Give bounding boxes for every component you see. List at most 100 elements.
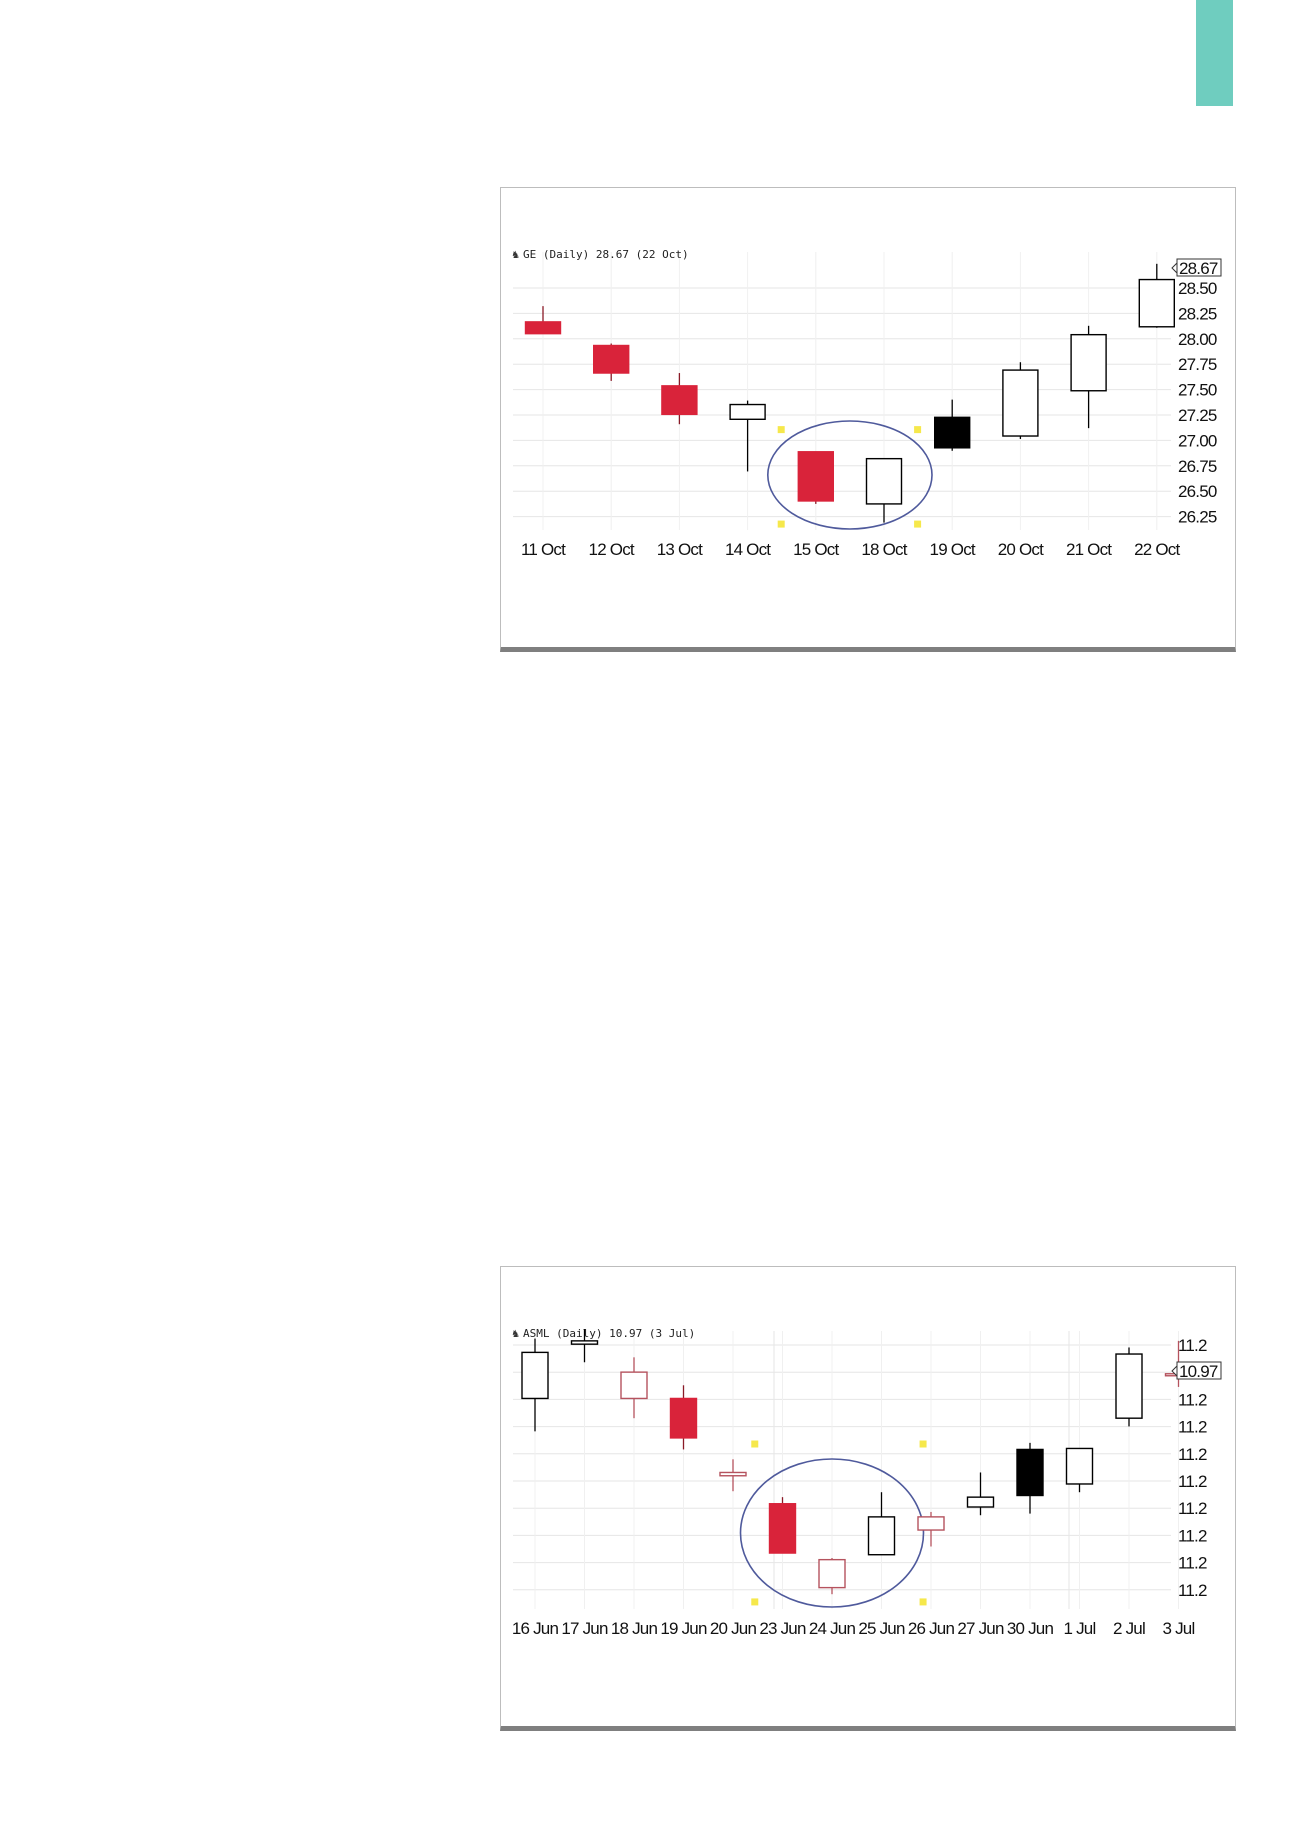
candle-1-jul <box>1065 1447 1094 1493</box>
candle-2-jul <box>1115 1347 1143 1427</box>
signal-marker <box>919 1598 927 1606</box>
x-tick-label: 30 Jun <box>1007 1619 1054 1638</box>
candle-body <box>570 1340 599 1345</box>
asml-candlestick-chart: ♞ ASML (Daily) 10.97 (3 Jul) 11.2 11.2 11.… <box>511 1327 1222 1638</box>
candle-body <box>867 1516 896 1556</box>
x-tick-label: 27 Jun <box>957 1619 1004 1638</box>
x-tick-label: 16 Jun <box>512 1619 559 1638</box>
candle-15-oct <box>797 451 834 504</box>
x-tick-label: 19 Oct <box>930 540 976 559</box>
signal-marker <box>919 1440 927 1448</box>
candle-20-jun <box>719 1459 747 1492</box>
bull-bear-icon: ♞ <box>511 250 520 261</box>
candle-body <box>620 1371 648 1400</box>
y-tick-label: 11.2 <box>1178 1581 1207 1600</box>
y-tick-label: 28.50 <box>1178 279 1217 298</box>
candle-27-jun <box>966 1472 995 1516</box>
candle-22-oct <box>1138 263 1175 328</box>
x-tick-label: 20 Jun <box>710 1619 757 1638</box>
candle-20-oct <box>1002 362 1039 439</box>
signal-marker <box>751 1440 759 1448</box>
candle-body <box>934 416 971 449</box>
ge-candlestick-chart: ♞ GE (Daily) 28.67 (22 Oct) 28.50 28.25 28… <box>511 248 1222 559</box>
x-tick-label: 18 Jun <box>611 1619 658 1638</box>
x-tick-label: 11 Oct <box>521 540 566 559</box>
candle-19-oct <box>934 399 971 451</box>
y-tick-label: 26.75 <box>1178 457 1217 476</box>
x-tick-label: 21 Oct <box>1066 540 1112 559</box>
y-tick-label: 11.2 <box>1178 1445 1207 1464</box>
x-tick-label: 23 Jun <box>759 1619 806 1638</box>
candle-body <box>592 344 630 374</box>
signal-marker <box>777 426 785 434</box>
x-tick-label: 25 Jun <box>858 1619 905 1638</box>
x-tick-label: 17 Jun <box>561 1619 608 1638</box>
y-tick-label: 11.2 <box>1178 1499 1207 1518</box>
candle-16-jun <box>521 1338 549 1432</box>
candle-body <box>1016 1448 1044 1497</box>
y-tick-label: 11.2 <box>1178 1418 1207 1437</box>
candle-24-jun <box>818 1558 846 1595</box>
candle-25-jun <box>867 1492 896 1556</box>
signal-marker <box>777 520 785 528</box>
candle-body <box>1070 333 1107 392</box>
candle-body <box>729 403 766 420</box>
y-tick-label: 28.25 <box>1178 304 1217 323</box>
candle-body <box>1115 1353 1143 1419</box>
x-tick-label: 12 Oct <box>589 540 635 559</box>
candle-body <box>966 1496 995 1508</box>
highlight-ellipse <box>739 1458 925 1608</box>
x-tick-label: 1 Jul <box>1064 1619 1096 1638</box>
y-tick-label: 27.50 <box>1178 381 1217 400</box>
candle-body <box>524 321 562 335</box>
candle-body <box>669 1397 698 1439</box>
candle-11-oct <box>524 306 562 335</box>
candle-body <box>818 1558 846 1589</box>
signal-marker <box>751 1598 759 1606</box>
x-tick-label: 20 Oct <box>998 540 1044 559</box>
candle-30-jun <box>1016 1442 1044 1514</box>
candle-23-jun <box>768 1497 797 1554</box>
candle-18-oct <box>865 457 903 523</box>
x-tick-label: 14 Oct <box>725 540 771 559</box>
candle-18-jun <box>620 1357 648 1419</box>
y-tick-label: 28.00 <box>1178 330 1217 349</box>
candle-12-oct <box>592 343 630 381</box>
last-value-text: 10.97 <box>1179 1362 1218 1381</box>
highlight-ellipse <box>766 420 933 530</box>
x-tick-label: 18 Oct <box>861 540 907 559</box>
last-value-text: 28.67 <box>1179 259 1218 278</box>
signal-marker <box>914 520 922 528</box>
candle-body <box>768 1503 797 1554</box>
signal-marker <box>914 426 922 434</box>
candle-body <box>661 385 698 416</box>
x-tick-label: 19 Jun <box>660 1619 707 1638</box>
y-tick-label: 27.75 <box>1178 355 1217 374</box>
x-tick-label: 24 Jun <box>809 1619 856 1638</box>
last-value-label: 10.97 <box>1171 1361 1222 1381</box>
y-tick-label: 27.25 <box>1178 406 1217 425</box>
asml-chart-title: ASML (Daily) 10.97 (3 Jul) <box>523 1327 695 1340</box>
y-tick-label: 26.25 <box>1178 508 1217 527</box>
candle-body <box>1065 1447 1094 1485</box>
x-tick-label: 22 Oct <box>1134 540 1180 559</box>
candle-body <box>917 1516 945 1531</box>
y-tick-label: 11.2 <box>1178 1526 1207 1545</box>
candle-17-jun <box>570 1329 599 1363</box>
candle-body <box>521 1351 549 1400</box>
y-tick-label: 26.50 <box>1178 482 1217 501</box>
candle-19-jun <box>669 1385 698 1450</box>
y-tick-label: 11.2 <box>1178 1336 1207 1355</box>
x-tick-label: 15 Oct <box>793 540 839 559</box>
last-value-label: 28.67 <box>1171 258 1222 278</box>
y-tick-label: 27.00 <box>1178 431 1217 450</box>
candle-13-oct <box>661 373 698 425</box>
x-tick-label: 3 Jul <box>1163 1619 1195 1638</box>
candle-21-oct <box>1070 325 1107 429</box>
x-tick-label: 26 Jun <box>908 1619 955 1638</box>
teal-page-tab <box>1196 0 1233 106</box>
candle-body <box>865 457 903 505</box>
ge-chart-title: GE (Daily) 28.67 (22 Oct) <box>523 248 689 261</box>
x-tick-label: 2 Jul <box>1113 1619 1145 1638</box>
bull-bear-icon: ♞ <box>511 1329 520 1340</box>
